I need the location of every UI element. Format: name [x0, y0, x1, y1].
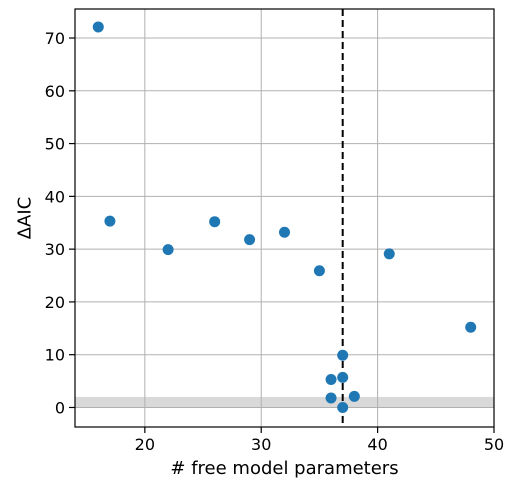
data-point [313, 265, 325, 277]
y-tick-label: 60 [45, 82, 65, 101]
x-tick-label: 40 [367, 435, 387, 454]
data-point [162, 244, 174, 256]
data-point [337, 401, 349, 413]
data-point [244, 234, 256, 246]
y-axis-label: ΔAIC [14, 197, 35, 240]
y-tick-label: 50 [45, 135, 65, 154]
data-point [325, 374, 337, 385]
data-point [325, 392, 337, 404]
data-points-layer [92, 21, 477, 413]
data-point [337, 371, 349, 383]
x-axis-label: # free model parameters [170, 458, 398, 479]
ticks-layer: 20 30 40 50 0 10 20 30 40 50 60 70 [45, 29, 505, 454]
data-point [279, 226, 290, 238]
y-tick-label: 30 [45, 240, 65, 259]
y-tick-label: 70 [45, 29, 65, 48]
data-point [383, 248, 395, 260]
significance-band-layer [75, 396, 494, 408]
grid-layer [75, 9, 495, 427]
x-tick-label: 50 [484, 435, 504, 454]
data-point [92, 21, 104, 33]
data-point [337, 349, 349, 361]
data-point [104, 215, 116, 227]
x-tick-label: 20 [135, 435, 155, 454]
y-tick-label: 10 [45, 346, 65, 365]
y-tick-label: 20 [45, 293, 65, 312]
data-point [465, 321, 477, 333]
data-point [348, 390, 360, 402]
plot-frame [74, 8, 495, 428]
data-point [209, 216, 221, 228]
y-tick-label: 40 [45, 187, 65, 206]
significance-band [75, 396, 494, 408]
y-tick-label: 0 [55, 398, 65, 417]
x-tick-label: 30 [251, 435, 271, 454]
